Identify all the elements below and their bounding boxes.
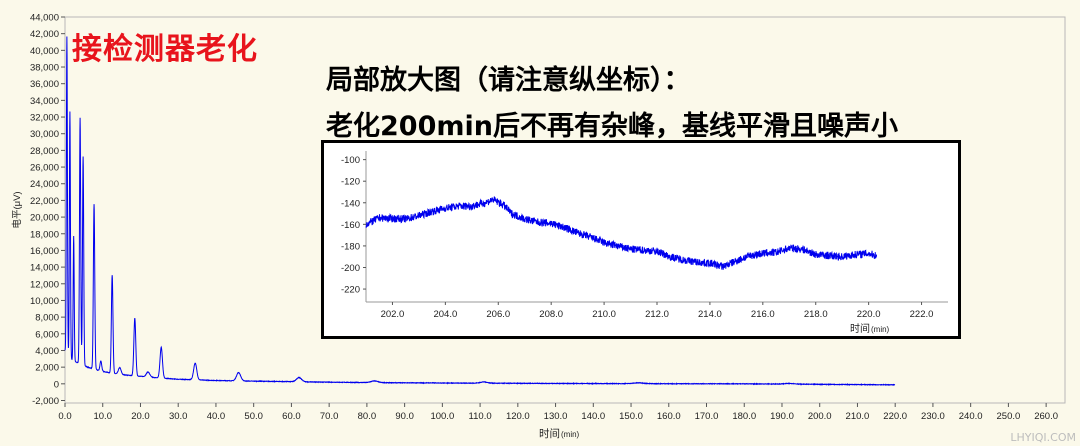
detector-aging-title: 接检测器老化 <box>72 32 258 67</box>
x-tick-label: 30.0 <box>169 411 188 422</box>
zoom-note-line2: 老化200min后不再有杂峰，基线平滑且噪声小 <box>326 111 898 142</box>
x-tick-label: 70.0 <box>320 411 339 422</box>
y-tick-label: 10,000 <box>30 296 59 307</box>
y-tick-label: 30,000 <box>30 129 59 140</box>
inset-y-tick-label: -120 <box>341 177 360 188</box>
x-tick-label: 130.0 <box>544 411 568 422</box>
x-tick-label: 110.0 <box>469 411 492 422</box>
inset-x-tick-label: 208.0 <box>539 309 563 320</box>
y-tick-label: 20,000 <box>30 213 59 224</box>
x-tick-label: 120.0 <box>506 411 530 422</box>
y-tick-label: 24,000 <box>30 179 59 190</box>
inset-y-tick-label: -180 <box>341 241 360 252</box>
inset-zoom-panel: -100 -120 -140 -160 -180 -200 -220 202.0 204.0 20… <box>321 140 961 339</box>
inset-x-tick-label: 206.0 <box>486 309 510 320</box>
inset-y-tick-label: -140 <box>341 198 360 209</box>
y-tick-label: 26,000 <box>30 163 59 174</box>
inset-x-tick-label: 218.0 <box>804 309 828 320</box>
y-tick-label: 0 <box>54 379 59 390</box>
y-axis-label: 电平(μV) <box>11 191 23 228</box>
x-tick-label: 190.0 <box>770 411 794 422</box>
inset-y-tick-label: -200 <box>341 263 360 274</box>
inset-y-tick-label: -160 <box>341 220 360 231</box>
x-tick-label: 240.0 <box>959 411 983 422</box>
x-tick-label: 80.0 <box>358 411 377 422</box>
x-tick-label: 10.0 <box>93 411 112 422</box>
y-tick-label: 38,000 <box>30 63 59 74</box>
inset-x-tick-label: 202.0 <box>381 309 405 320</box>
x-tick-label: 160.0 <box>657 411 681 422</box>
x-tick-label: 180.0 <box>732 411 756 422</box>
inset-x-tick-label: 216.0 <box>751 309 775 320</box>
x-axis-label: 时间 <box>539 427 560 440</box>
y-tick-label: 6,000 <box>35 329 59 340</box>
x-tick-label: 40.0 <box>207 411 226 422</box>
inset-zoom-chart: -100 -120 -140 -160 -180 -200 -220 202.0 204.0 20… <box>341 151 948 335</box>
x-tick-label: 220.0 <box>883 411 907 422</box>
y-tick-label: 34,000 <box>30 96 59 107</box>
x-tick-label: 150.0 <box>619 411 643 422</box>
inset-x-axis-unit: (min) <box>871 325 890 334</box>
y-tick-label: 8,000 <box>35 313 59 324</box>
main-signal-trace <box>64 36 896 387</box>
x-tick-label: 0.0 <box>58 411 71 422</box>
inset-x-tick-label: 210.0 <box>592 309 616 320</box>
y-tick-label: 42,000 <box>30 29 59 40</box>
x-tick-label: 140.0 <box>581 411 605 422</box>
inset-x-tick-label: 214.0 <box>698 309 722 320</box>
x-tick-label: 260.0 <box>1034 411 1058 422</box>
y-tick-label: 32,000 <box>30 113 59 124</box>
y-tick-label: 36,000 <box>30 79 59 90</box>
y-tick-label: 22,000 <box>30 196 59 207</box>
inset-x-tick-label: 204.0 <box>433 309 457 320</box>
y-tick-label: 16,000 <box>30 246 59 257</box>
x-tick-label: 100.0 <box>430 411 454 422</box>
zoom-note-line1: 局部放大图（请注意纵坐标）： <box>326 65 691 96</box>
watermark: LHYIQI.COM <box>1010 431 1076 444</box>
x-axis-unit: (min) <box>561 430 580 439</box>
y-tick-label: 28,000 <box>30 146 59 157</box>
inset-signal-trace <box>365 196 878 270</box>
inset-x-tick-label: 212.0 <box>645 309 669 320</box>
x-tick-label: 60.0 <box>282 411 301 422</box>
x-tick-label: 170.0 <box>695 411 719 422</box>
x-tick-label: 90.0 <box>395 411 414 422</box>
y-tick-label: 12,000 <box>30 279 59 290</box>
x-tick-label: 230.0 <box>921 411 945 422</box>
y-tick-label: 4,000 <box>35 346 59 357</box>
y-tick-label: 44,000 <box>30 13 59 24</box>
inset-x-tick-label: 220.0 <box>857 309 881 320</box>
inset-x-tick-label: 222.0 <box>910 309 934 320</box>
x-tick-label: 210.0 <box>846 411 870 422</box>
x-tick-label: 200.0 <box>808 411 832 422</box>
inset-y-tick-label: -220 <box>341 285 360 296</box>
inset-y-tick-label: -100 <box>341 155 360 166</box>
y-tick-label: 18,000 <box>30 229 59 240</box>
x-tick-label: 20.0 <box>131 411 150 422</box>
y-tick-label: 14,000 <box>30 263 59 274</box>
main-plot-frame <box>64 16 1066 404</box>
y-tick-label: 40,000 <box>30 46 59 57</box>
y-tick-label: 2,000 <box>35 363 59 374</box>
y-tick-label: -2,000 <box>32 396 59 407</box>
x-tick-label: 50.0 <box>244 411 263 422</box>
inset-x-axis-label: 时间 <box>850 322 870 335</box>
x-tick-label: 250.0 <box>997 411 1021 422</box>
